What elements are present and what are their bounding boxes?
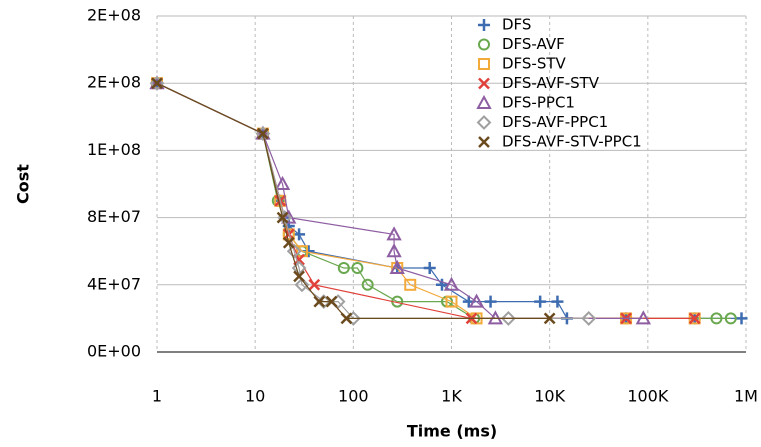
legend-marker	[478, 77, 490, 90]
legend-marker	[476, 115, 492, 130]
legend-marker	[478, 38, 490, 51]
data-point	[443, 276, 460, 291]
x-tick-label: 1K	[441, 387, 462, 406]
data-point	[293, 270, 305, 283]
data-point	[484, 295, 497, 308]
data-point	[340, 312, 353, 325]
legend-label: DFS-AVF	[502, 35, 565, 53]
data-point	[351, 262, 364, 274]
data-point	[724, 312, 737, 325]
data-point	[274, 175, 291, 190]
legend-label: DFS-AVF-PPC1	[502, 113, 608, 131]
legend-label: DFS-STV	[502, 55, 567, 73]
y-tick-label: 2E+08	[87, 73, 141, 92]
data-point	[294, 277, 310, 293]
data-point	[551, 295, 564, 308]
data-point	[543, 312, 556, 325]
data-point	[386, 226, 402, 241]
data-point	[276, 211, 289, 224]
series	[151, 77, 748, 325]
data-point	[325, 295, 338, 308]
y-tick-label: 0E+00	[87, 342, 141, 361]
data-point	[710, 312, 723, 325]
x-tick-label: 10K	[534, 387, 565, 406]
legend-marker	[478, 136, 490, 148]
data-point	[389, 259, 405, 274]
data-point	[386, 243, 402, 258]
data-point	[534, 295, 547, 308]
x-tick-label: 10	[245, 387, 265, 406]
data-point	[282, 236, 295, 249]
series	[151, 77, 701, 325]
data-point	[445, 295, 458, 308]
y-tick-label: 1E+08	[87, 140, 141, 159]
data-point	[404, 278, 417, 291]
data-point	[361, 278, 374, 291]
y-tick-label: 2E+08	[87, 6, 141, 25]
data-point	[635, 310, 652, 325]
data-point	[281, 209, 297, 224]
data-point	[291, 260, 307, 276]
data-point	[435, 278, 448, 291]
y-tick-label: 4E+07	[87, 274, 141, 293]
y-tick-label: 8E+07	[87, 207, 141, 226]
data-point	[423, 262, 436, 274]
legend-marker	[478, 19, 490, 31]
x-tick-label: 100	[338, 387, 369, 406]
legend-label: DFS-AVF-STV	[502, 74, 600, 92]
data-point	[293, 228, 306, 241]
data-point	[501, 310, 516, 326]
legend-label: DFS-PPC1	[502, 94, 575, 112]
series-line	[156, 82, 695, 319]
x-tick-label: 1	[152, 387, 162, 406]
x-axis-title: Time (ms)	[407, 422, 497, 441]
legend-label: DFS	[502, 16, 531, 34]
data-point	[735, 312, 748, 325]
data-point	[688, 312, 701, 325]
data-point	[337, 262, 350, 274]
data-point	[581, 310, 597, 326]
legend-marker	[478, 58, 490, 70]
data-point	[282, 228, 295, 241]
data-point	[257, 127, 269, 140]
data-point	[151, 77, 163, 90]
x-tick-label: 1M	[734, 387, 758, 406]
series-line	[156, 82, 731, 319]
series	[151, 77, 701, 325]
data-point	[468, 293, 485, 308]
legend-marker	[476, 94, 492, 109]
data-point	[308, 278, 321, 291]
series	[151, 77, 556, 325]
data-point	[149, 75, 165, 91]
x-tick-label: 100K	[627, 387, 669, 406]
data-point	[313, 295, 326, 308]
series-line	[156, 82, 695, 319]
legend-label: DFS-AVF-STV-PPC1	[502, 133, 642, 151]
y-axis-title: Cost	[14, 164, 33, 204]
